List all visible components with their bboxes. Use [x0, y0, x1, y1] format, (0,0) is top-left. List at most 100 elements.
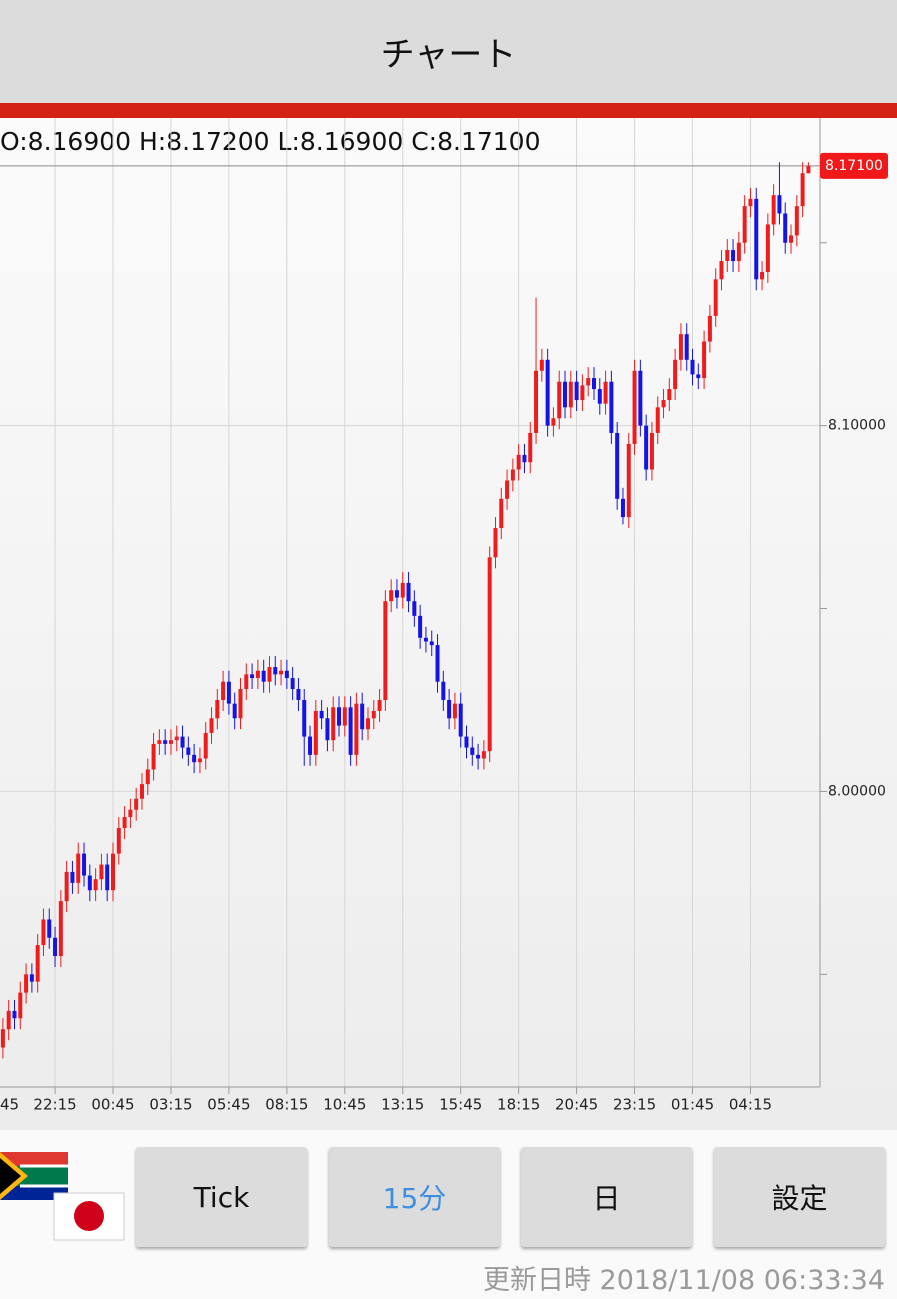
x-tick-label: 20:45 [555, 1096, 598, 1114]
candle-body [441, 681, 446, 700]
candle-body [615, 432, 620, 499]
candle-body [476, 754, 481, 759]
candle-body [342, 707, 347, 726]
candle-body [29, 974, 34, 982]
x-tick-label: 22:15 [33, 1096, 76, 1114]
candle-body [226, 681, 231, 704]
x-tick-label: 00:45 [91, 1096, 134, 1114]
candle-body [707, 315, 712, 342]
chart-background [0, 118, 897, 1130]
candle-body [139, 784, 144, 799]
candle-body [296, 689, 301, 700]
flag-south-africa[interactable] [0, 1152, 68, 1200]
candle-body [250, 674, 255, 679]
candle-body [534, 370, 539, 433]
candle-body [87, 875, 92, 891]
period-button[interactable]: Tick [136, 1147, 307, 1247]
candle-body [209, 718, 214, 733]
candle-body [632, 370, 637, 444]
candle-body [394, 590, 399, 598]
candle-body [221, 681, 226, 700]
candle-body [76, 853, 81, 883]
candle-body [70, 871, 75, 883]
candle-body [586, 378, 591, 386]
title-bar: チャート [0, 0, 897, 103]
candle-body [783, 213, 788, 243]
candle-body [754, 198, 759, 280]
candle-body [649, 432, 654, 470]
candle-body [591, 378, 596, 390]
candle-body [128, 809, 133, 818]
candle-body [597, 389, 602, 404]
candle-body [574, 381, 579, 401]
candle-body [800, 173, 805, 207]
candle-body [499, 498, 504, 529]
candle-body [713, 279, 718, 316]
candle-body [557, 381, 562, 419]
candle-body [174, 736, 179, 741]
candle-body [603, 381, 608, 404]
chart: O:8.16900 H:8.17200 L:8.16900 C:8.17100 … [0, 118, 897, 1130]
candle-body [273, 667, 278, 675]
candle-body [760, 272, 765, 280]
period-button[interactable]: 設定 [714, 1147, 885, 1247]
candle-body [522, 454, 527, 463]
candle-body [360, 703, 365, 730]
candle-body [435, 645, 440, 682]
x-tick-label: 01:45 [671, 1096, 714, 1114]
candle-body [337, 707, 342, 726]
candle-body [389, 590, 394, 602]
candle-body [255, 670, 260, 679]
candle-body [777, 195, 782, 214]
candle-body [35, 945, 40, 982]
period-button[interactable]: 15分 [329, 1147, 500, 1247]
candle-body [539, 359, 544, 371]
candle-body [609, 381, 614, 433]
candle-body [192, 754, 197, 763]
candle-body [620, 498, 625, 518]
candle-body [383, 601, 388, 700]
candle-body [122, 817, 127, 829]
candle-body [157, 740, 162, 744]
candle-body [145, 769, 150, 785]
candle-body [105, 864, 110, 891]
candle-body [284, 670, 289, 679]
y-tick-label: 8.10000 [828, 418, 886, 434]
currency-pair[interactable] [0, 1150, 130, 1245]
candle-body [186, 747, 191, 755]
x-tick-label: 15:45 [439, 1096, 482, 1114]
candle-body [348, 707, 353, 755]
candle-body [702, 341, 707, 379]
x-tick-label: 10:45 [323, 1096, 366, 1114]
flag-japan[interactable] [53, 1192, 125, 1241]
x-tick-label: 08:15 [265, 1096, 308, 1114]
candle-body [325, 718, 330, 741]
candle-body [487, 557, 492, 752]
x-tick-label: 45 [0, 1096, 19, 1114]
candle-body [684, 334, 689, 360]
candle-body [765, 224, 770, 273]
candle-body [82, 853, 87, 876]
candle-body [53, 937, 58, 957]
candle-body [690, 359, 695, 375]
candle-body [748, 198, 753, 207]
candle-body [24, 974, 29, 993]
candle-body [371, 710, 376, 719]
candle-body [58, 901, 63, 957]
period-button[interactable]: 日 [521, 1147, 692, 1247]
candle-body [197, 758, 202, 763]
candle-body [470, 747, 475, 755]
candle-body [203, 732, 208, 759]
candle-body [319, 710, 324, 719]
candle-body [313, 710, 318, 755]
candle-body [18, 992, 23, 1019]
candle-body [580, 385, 585, 401]
candle-body [163, 740, 168, 744]
candle-body [551, 418, 556, 426]
candle-body [644, 425, 649, 470]
candle-body [267, 667, 272, 682]
candle-body [99, 864, 104, 880]
candle-body [279, 670, 284, 675]
candle-body [638, 370, 643, 426]
